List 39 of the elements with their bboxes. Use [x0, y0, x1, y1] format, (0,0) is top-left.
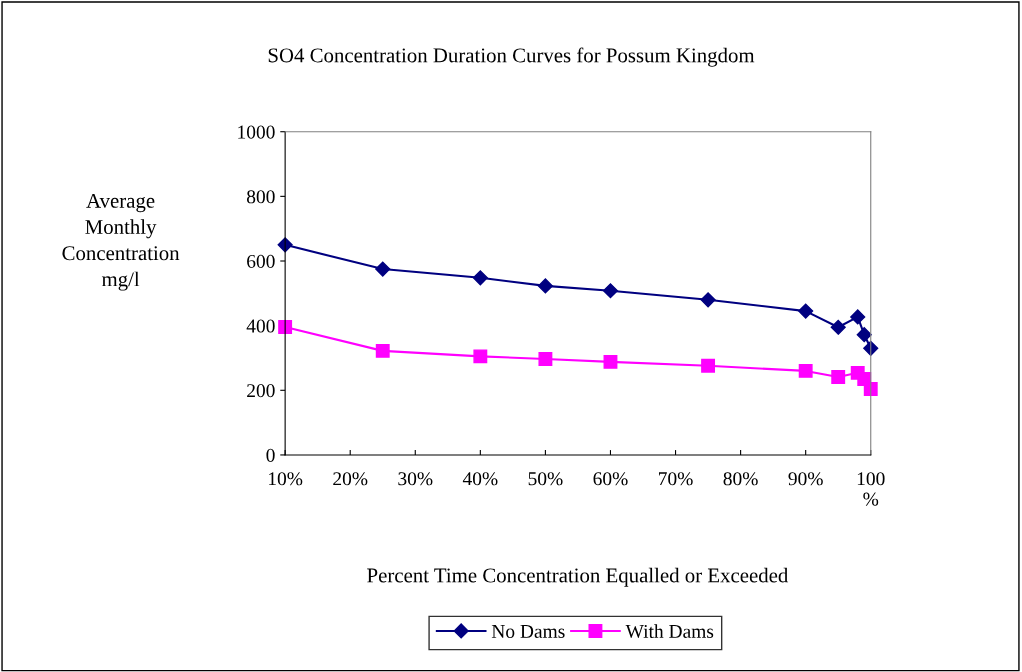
point — [602, 283, 619, 299]
point — [863, 382, 878, 396]
point — [850, 309, 866, 325]
point — [830, 319, 846, 335]
x-tick-label: 20% — [333, 472, 368, 486]
point — [700, 292, 716, 308]
point — [538, 351, 553, 366]
x-tick-label: 10% — [269, 472, 303, 486]
point — [831, 370, 846, 384]
point — [278, 319, 293, 334]
legend-label: With Dams — [625, 624, 714, 639]
x-tick-label: 90% — [788, 472, 823, 486]
x-tick-label: 70% — [659, 472, 693, 486]
y-axis-title: Average Monthly Concentration mg/l — [62, 193, 180, 291]
x-tick-label: 100 % — [857, 472, 885, 506]
x-tick-label: 50% — [528, 472, 563, 486]
point — [701, 358, 716, 373]
legend-label: No Dams — [491, 625, 565, 638]
point — [473, 349, 488, 364]
x-tick-label: 40% — [462, 472, 498, 486]
point — [375, 343, 390, 358]
y-tick-label: 600 — [247, 254, 275, 268]
chart-title: SO4 Concentration Duration Curves for Possum Kingdom — [268, 47, 755, 67]
point — [798, 303, 814, 319]
y-tick-label: 800 — [246, 190, 275, 204]
point — [856, 327, 872, 343]
y-tick-label: 400 — [246, 319, 275, 333]
x-axis-title: Percent Time Concentration Equalled or Exceeded — [367, 567, 789, 587]
point — [798, 363, 813, 378]
point — [472, 270, 488, 286]
x-tick-label: 30% — [398, 472, 433, 486]
point — [375, 261, 391, 277]
x-tick-label: 80% — [723, 472, 758, 486]
x-tick-label: 60% — [593, 472, 628, 486]
y-tick-label: 1000 — [238, 125, 275, 139]
point — [537, 278, 553, 294]
y-tick-label: 200 — [247, 384, 275, 398]
y-tick-label: 0 — [266, 448, 275, 462]
point — [603, 354, 618, 369]
